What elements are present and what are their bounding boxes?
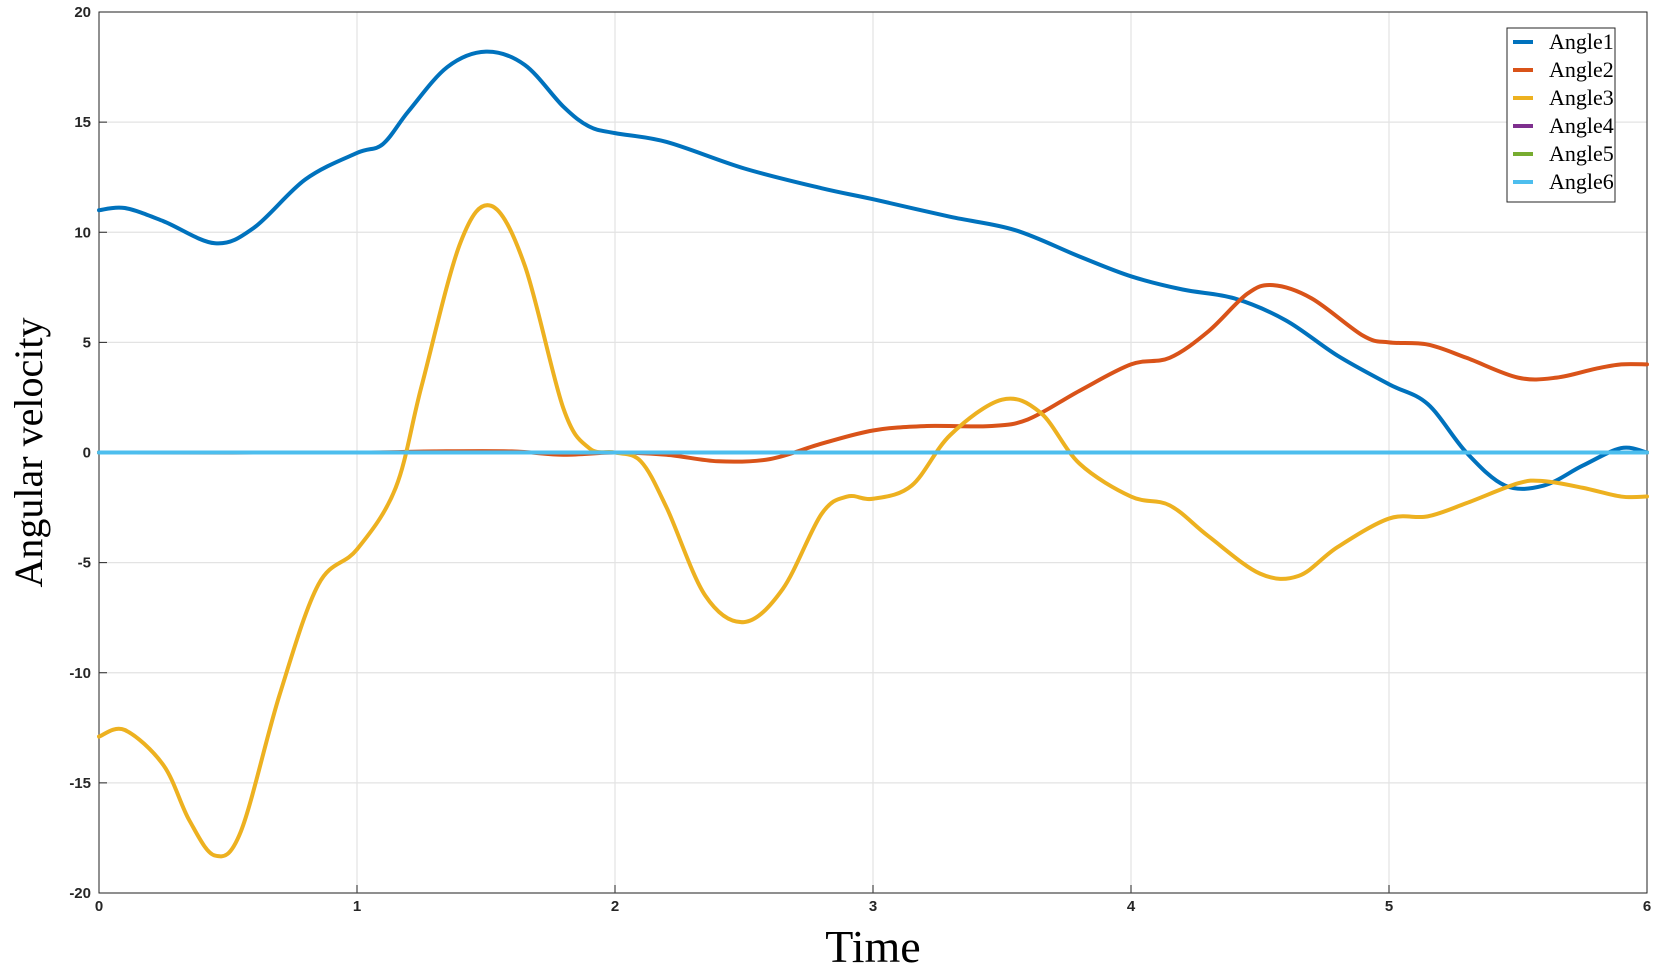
y-tick-label: -20 <box>69 885 91 902</box>
y-tick-label: 10 <box>74 224 91 241</box>
x-tick-label: 4 <box>1127 898 1136 915</box>
legend-label-angle6: Angle6 <box>1549 169 1614 194</box>
y-tick-label: -10 <box>69 665 91 682</box>
x-tick-label: 6 <box>1643 898 1651 915</box>
legend-box <box>1506 27 1616 203</box>
legend-label-angle5: Angle5 <box>1549 141 1614 166</box>
series-line-angle1 <box>97 49 1649 491</box>
x-tick-label: 2 <box>611 898 619 915</box>
series-line-angle3 <box>97 203 1649 859</box>
series-line-angle2 <box>97 282 1649 464</box>
y-tick-label: -5 <box>78 555 91 572</box>
x-axis-label: Time <box>825 921 920 972</box>
x-tick-labels: 0 1 2 3 4 5 6 <box>95 898 1651 915</box>
y-tick-label: 5 <box>83 334 91 351</box>
y-tick-label: 0 <box>83 445 91 462</box>
y-tick-label: 15 <box>74 114 91 131</box>
y-axis-label: Angular velocity <box>6 318 51 588</box>
x-tick-label: 5 <box>1385 898 1393 915</box>
legend: Angle1 Angle2 Angle3 Angle4 Angle5 Angle6 <box>1506 27 1616 203</box>
legend-label-angle4: Angle4 <box>1549 113 1614 138</box>
y-tick-labels: -20 -15 -10 -5 0 5 10 15 20 <box>69 4 91 902</box>
legend-label-angle2: Angle2 <box>1549 57 1614 82</box>
x-tick-label: 0 <box>95 898 103 915</box>
legend-label-angle1: Angle1 <box>1549 29 1614 54</box>
series-lines <box>97 49 1649 859</box>
x-tick-label: 1 <box>353 898 361 915</box>
legend-label-angle3: Angle3 <box>1549 85 1614 110</box>
y-tick-label: 20 <box>74 4 91 21</box>
x-tick-label: 3 <box>869 898 877 915</box>
y-tick-label: -15 <box>69 775 91 792</box>
